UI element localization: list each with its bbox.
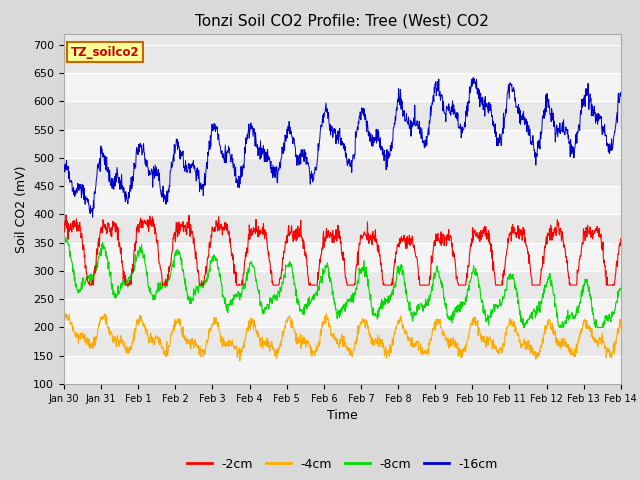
- Bar: [64, 130, 621, 158]
- Bar: [64, 243, 621, 271]
- Bar: [64, 186, 621, 215]
- Legend: -2cm, -4cm, -8cm, -16cm: -2cm, -4cm, -8cm, -16cm: [182, 453, 503, 476]
- Text: TZ_soilco2: TZ_soilco2: [70, 46, 140, 59]
- Y-axis label: Soil CO2 (mV): Soil CO2 (mV): [15, 165, 28, 252]
- Bar: [64, 299, 621, 327]
- Bar: [64, 356, 621, 384]
- Bar: [64, 73, 621, 101]
- X-axis label: Time: Time: [327, 409, 358, 422]
- Title: Tonzi Soil CO2 Profile: Tree (West) CO2: Tonzi Soil CO2 Profile: Tree (West) CO2: [195, 13, 490, 28]
